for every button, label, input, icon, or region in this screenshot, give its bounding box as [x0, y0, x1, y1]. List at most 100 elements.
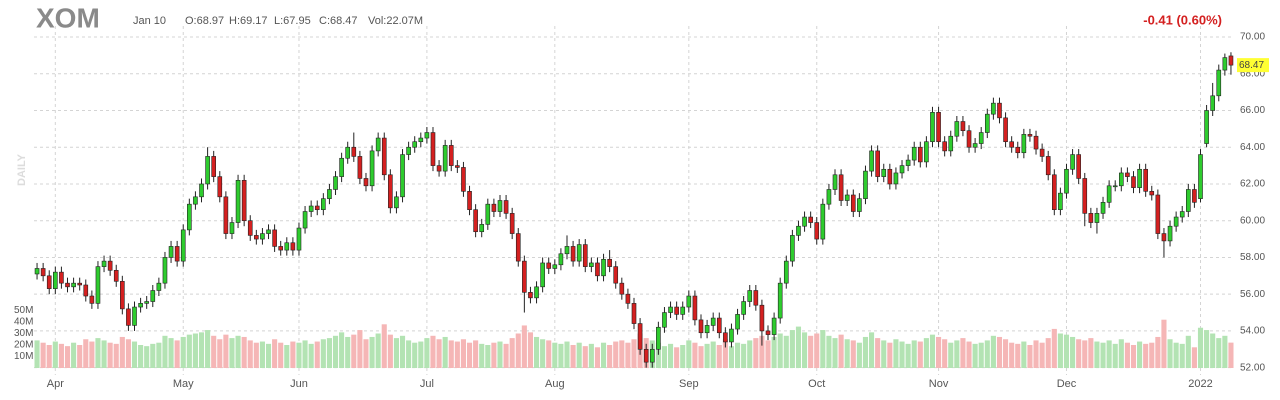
volume-bar	[600, 342, 607, 368]
candle-body	[83, 284, 89, 297]
candle-body	[875, 150, 880, 177]
candle-body	[467, 191, 472, 210]
volume-bar	[339, 332, 345, 368]
volume-bar	[156, 342, 162, 368]
candle-body	[960, 121, 966, 132]
candle-body	[211, 156, 217, 177]
volume-bar	[789, 330, 795, 368]
candle-body	[1125, 172, 1130, 177]
volume-bar	[308, 343, 314, 368]
candle-body	[546, 262, 552, 269]
volume-bar	[1143, 343, 1149, 368]
volume-bar	[150, 343, 156, 368]
candle-body	[241, 179, 247, 222]
volume-bar	[844, 339, 850, 368]
volume-bar	[95, 338, 101, 368]
volume-bar	[58, 343, 64, 368]
candle-body	[765, 330, 771, 335]
volume-bar	[1033, 340, 1039, 368]
volume-bar	[570, 345, 576, 368]
volume-tick-label: 40M	[14, 317, 33, 328]
candle-body	[436, 165, 442, 172]
x-tick-label: Dec	[1057, 378, 1077, 390]
candle-body	[1088, 213, 1094, 223]
candle-body	[1137, 168, 1142, 188]
candle-body	[71, 282, 76, 288]
candle-body	[53, 271, 58, 289]
candle-body	[814, 222, 820, 240]
volume-bar	[497, 341, 503, 368]
volume-bar	[363, 339, 369, 368]
volume-bar	[814, 333, 820, 368]
volume-bar	[1228, 342, 1234, 368]
volume-bar	[1088, 338, 1094, 368]
candle-body	[820, 203, 826, 240]
candle-body	[345, 146, 351, 159]
volume-bar	[466, 342, 473, 368]
volume-bar	[777, 333, 783, 368]
volume-bar	[899, 341, 905, 368]
candle-body	[1216, 69, 1222, 97]
candle-body	[199, 183, 204, 198]
candle-body	[808, 216, 813, 223]
volume-bar	[278, 342, 284, 368]
volume-bar	[1216, 338, 1222, 368]
candle-body	[698, 319, 704, 334]
candle-body	[497, 200, 503, 212]
volume-bar	[783, 335, 789, 368]
volume-bar	[923, 338, 929, 368]
candle-body	[1173, 216, 1179, 227]
volume-bar	[655, 342, 661, 368]
candle-body	[899, 165, 905, 174]
y-tick-label: 54.00	[1240, 326, 1265, 337]
volume-bar	[168, 338, 174, 368]
candle-body	[1222, 57, 1228, 71]
volume-bar	[1112, 343, 1118, 368]
volume-bar	[667, 343, 674, 368]
y-tick-label: 70.00	[1240, 32, 1265, 43]
volume-bar	[1118, 339, 1124, 368]
volume-bar	[692, 342, 698, 368]
volume-bar	[71, 342, 77, 368]
volume-bar	[862, 336, 869, 368]
date-label: Jan 10	[133, 15, 166, 27]
candle-body	[260, 233, 265, 240]
candle-body	[95, 266, 101, 304]
candle-body	[424, 132, 430, 139]
candle-body	[522, 260, 527, 293]
volume-bar	[412, 342, 418, 368]
candle-body	[156, 282, 162, 291]
volume-bar	[1003, 339, 1009, 368]
volume-bar	[430, 335, 436, 368]
candle-body	[534, 286, 539, 299]
volume-tick-label: 30M	[14, 328, 33, 339]
volume-bar	[314, 341, 320, 368]
volume-bar	[1137, 341, 1143, 368]
volume-bar	[503, 343, 509, 368]
volume-bar	[911, 340, 917, 368]
candle-body	[1027, 134, 1033, 137]
x-tick-label: Jun	[290, 378, 308, 390]
volume-bar	[875, 338, 881, 368]
volume-bar	[1057, 333, 1063, 368]
volume-bar	[1197, 327, 1204, 368]
volume-bar	[716, 345, 722, 368]
volume-bar	[375, 333, 381, 368]
candle-body	[1143, 168, 1148, 192]
volume-bar	[198, 332, 205, 368]
candle-body	[625, 293, 631, 304]
volume-bar	[881, 340, 887, 368]
volume-bar	[631, 339, 637, 368]
volume-bar	[1161, 319, 1167, 368]
volume-bar	[960, 338, 966, 368]
candle-body	[296, 227, 302, 251]
candle-body	[321, 198, 326, 210]
volume-bar	[954, 340, 960, 368]
volume-bar	[205, 330, 211, 368]
volume-bar	[1027, 345, 1033, 368]
volume-bar	[448, 340, 454, 368]
volume-bar	[942, 339, 948, 368]
y-tick-label: 60.00	[1240, 215, 1265, 226]
last-price-label: 68.47	[1239, 60, 1264, 71]
candle-body	[46, 275, 52, 289]
